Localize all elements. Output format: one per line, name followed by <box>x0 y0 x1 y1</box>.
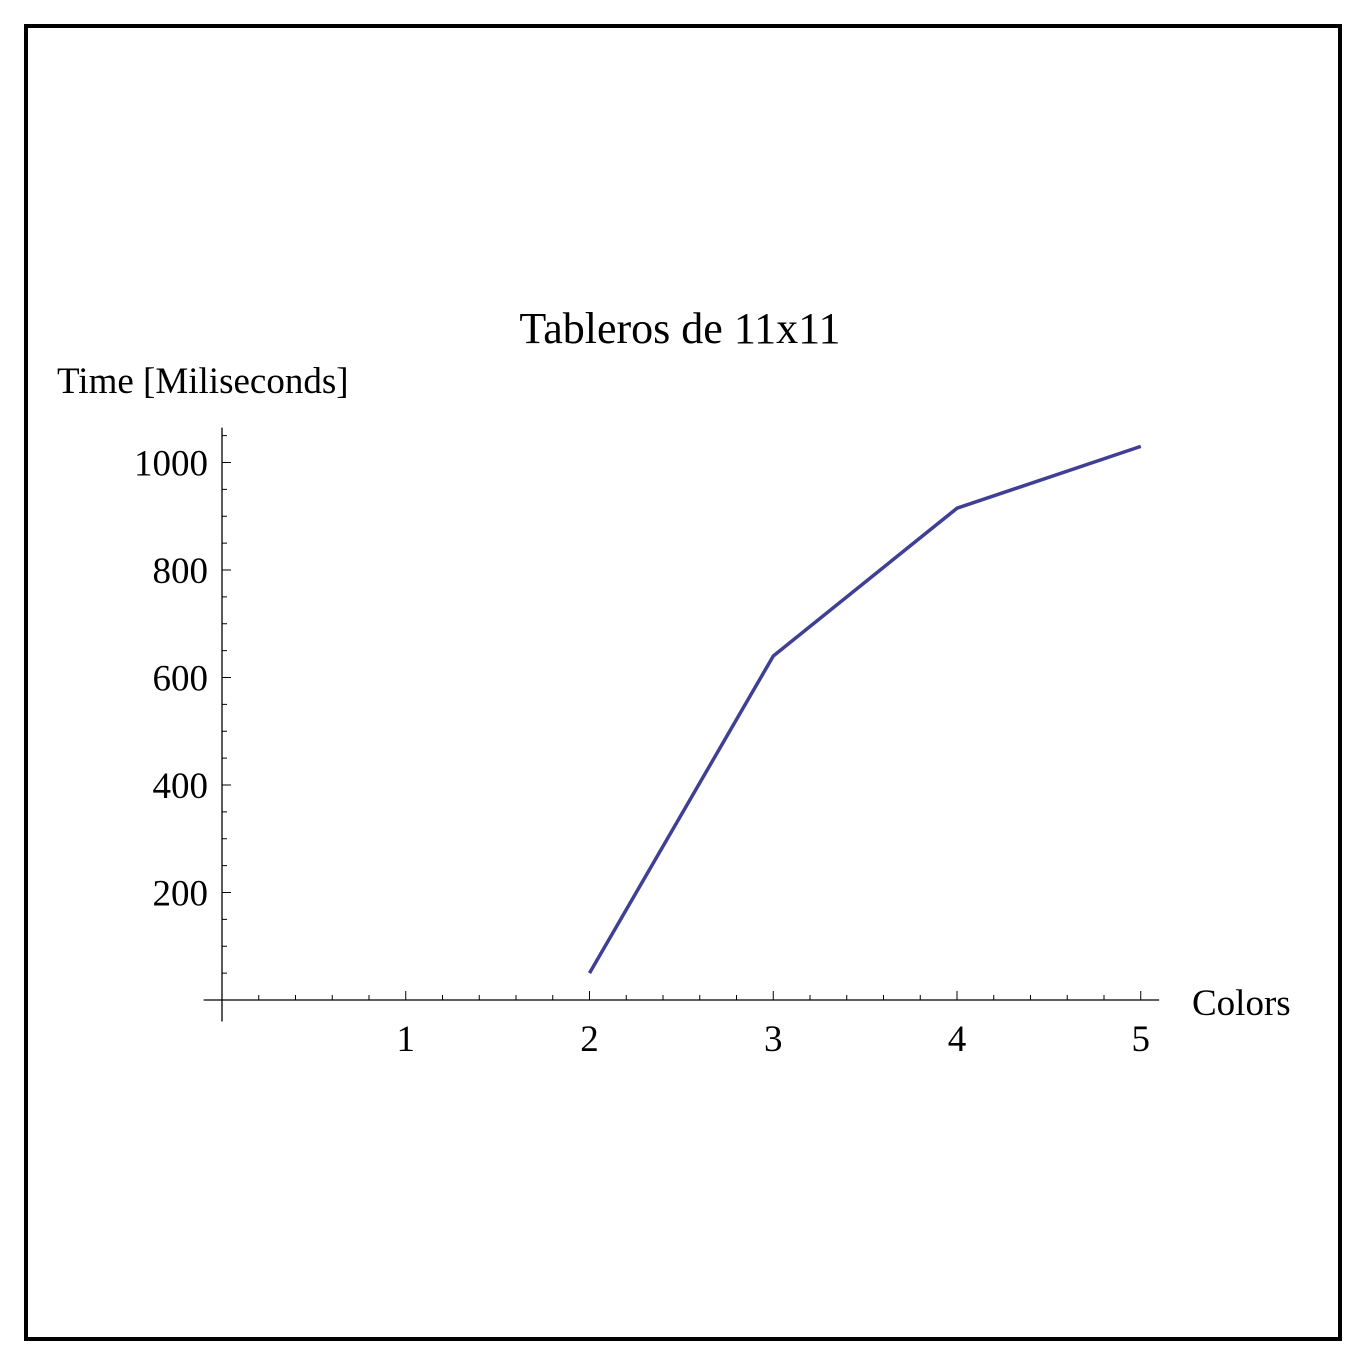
series <box>587 444 1142 974</box>
y-axis-label: Time [Miliseconds] <box>57 361 349 402</box>
y-tick-label: 400 <box>153 766 209 807</box>
x-tick-label: 4 <box>948 1019 967 1060</box>
chart-frame <box>24 24 1342 1341</box>
x-tick-label: 2 <box>580 1019 599 1060</box>
y-tick-label: 200 <box>153 874 209 915</box>
y-tick-label: 600 <box>153 659 209 700</box>
x-tick-label: 1 <box>397 1019 416 1060</box>
y-tick-label: 1000 <box>134 444 208 485</box>
axes <box>203 427 1160 1022</box>
x-tick-label: 3 <box>764 1019 783 1060</box>
series-line-1 <box>587 444 1142 974</box>
y-tick-label: 800 <box>153 551 209 592</box>
x-tick-label: 5 <box>1132 1019 1151 1060</box>
x-axis-label: Colors <box>1192 983 1291 1024</box>
chart-title: Tableros de 11x11 <box>519 304 840 353</box>
tick-labels: 1 2 3 4 5 200 400 600 800 1000 <box>134 444 1150 1061</box>
ticks <box>222 435 1142 1000</box>
